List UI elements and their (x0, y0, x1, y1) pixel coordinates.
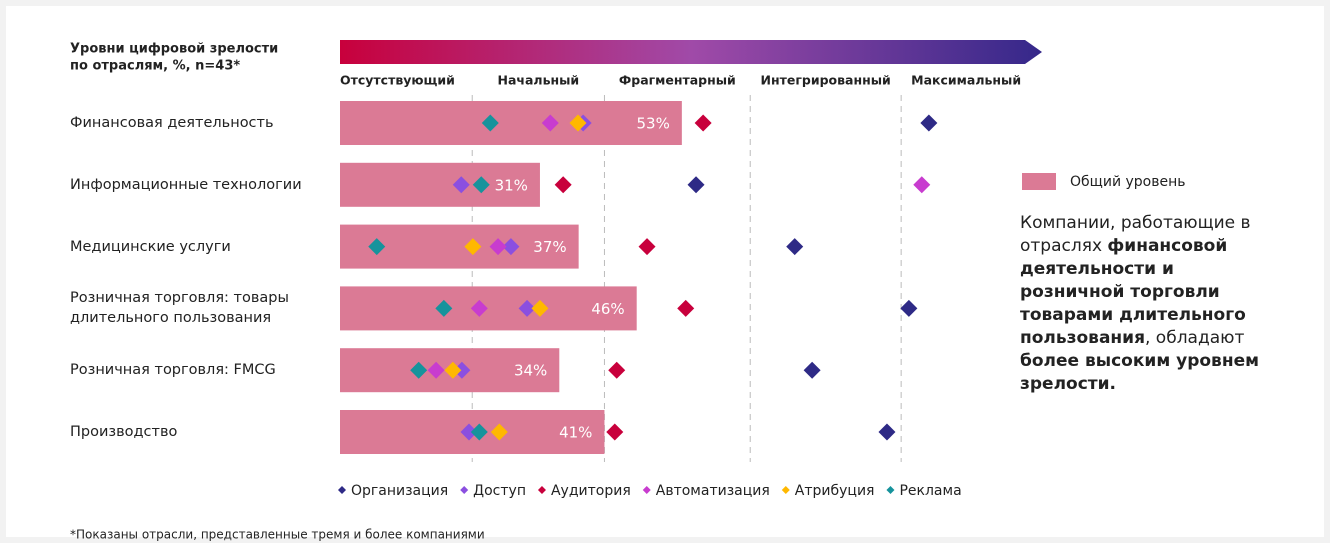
category-label-box: Розничная торговля: FMCG (70, 362, 276, 379)
diamond-marker (453, 361, 471, 379)
footnote: *Показаны отрасли, представленные тремя … (70, 528, 485, 542)
level-label: Максимальный (911, 73, 1021, 88)
category-label-box: Информационные технологии (70, 176, 302, 193)
bar (340, 286, 637, 331)
diamond-marker (677, 299, 695, 317)
diamond-marker (444, 361, 462, 379)
legend-label: Реклама (899, 483, 961, 499)
diamond-marker (490, 423, 508, 441)
legend-label: Автоматизация (656, 483, 770, 499)
bar-value-label: 31% (495, 176, 528, 194)
bar-value-label: 34% (514, 362, 547, 380)
legend-label: Атрибуция (795, 483, 875, 499)
diamond-marker (470, 423, 488, 441)
diamond-marker (518, 299, 536, 317)
level-label: Отсутствующий (340, 73, 455, 88)
level-label: Начальный (498, 73, 580, 88)
title: по отраслям, %, n=43* (70, 59, 240, 74)
legend-label: Аудитория (551, 483, 631, 499)
diamond-marker (541, 114, 559, 132)
bar-value-label: 53% (637, 115, 670, 133)
category-label-box: Производство (70, 424, 178, 440)
annotation-text: финансовой деятельности и розничной торг… (1020, 236, 1246, 348)
diamond-marker (464, 238, 482, 256)
category-label-box: Финансовая деятельность (70, 115, 274, 131)
diamond-marker (803, 361, 821, 379)
diamond-marker (900, 299, 918, 317)
diamond-marker (470, 299, 488, 317)
category-label: Розничная торговля: FMCG (70, 362, 276, 379)
diamond-marker (472, 176, 490, 194)
legend-marker (886, 486, 895, 494)
diamond-marker (531, 299, 549, 317)
category-label: Информационные технологии (70, 176, 302, 193)
bar-value-label: 46% (591, 300, 624, 318)
diamond-marker (452, 176, 470, 194)
legend-label: Организация (351, 483, 448, 499)
level-label: Фрагментарный (619, 73, 736, 88)
diamond-marker (687, 176, 705, 194)
legend-swatch (1022, 173, 1056, 190)
bar (340, 101, 682, 145)
bar-value-label: 37% (533, 238, 566, 256)
legend-marker (537, 486, 546, 494)
card (6, 6, 1324, 537)
diamond-marker (878, 423, 896, 441)
diamond-marker (786, 238, 804, 256)
diamond-marker (502, 238, 520, 256)
legend-marker (460, 486, 469, 494)
title: Уровни цифровой зрелости (70, 42, 278, 57)
category-label: Финансовая деятельность (70, 115, 274, 131)
diamond-marker (460, 423, 478, 441)
annotation-box: Компании, работающие в отраслях финансов… (1020, 213, 1259, 394)
legend-marker (338, 486, 346, 494)
diamond-marker (489, 238, 507, 256)
diamond-marker (638, 238, 656, 256)
scale-arrow (340, 40, 1042, 64)
annotation-text: Компании, работающие в отраслях (1020, 213, 1251, 256)
level-label: Интегрированный (761, 73, 891, 88)
diamond-marker (410, 361, 428, 379)
category-label: Производство (70, 424, 178, 440)
diamond-marker (427, 361, 445, 379)
diamond-marker (606, 423, 624, 441)
diamond-marker (435, 299, 453, 317)
legend-label: Общий уровень (1070, 174, 1186, 190)
diamond-marker (481, 114, 499, 132)
diamond-marker (569, 114, 587, 132)
diamond-marker (694, 114, 712, 132)
diamond-marker (913, 176, 931, 194)
category-label: Медицинские услуги (70, 238, 231, 255)
diamond-marker (608, 361, 626, 379)
category-label-box: Розничная торговля: товары длительного п… (70, 290, 289, 327)
bar-value-label: 41% (559, 424, 592, 442)
diamond-marker (920, 114, 938, 132)
bar (340, 162, 540, 207)
legend-marker (642, 486, 651, 494)
legend-marker (781, 486, 790, 494)
category-label: Розничная торговля: товары длительного п… (70, 290, 289, 327)
legend-label: Доступ (473, 483, 526, 499)
annotation-text: , обладают (1145, 328, 1245, 348)
annotation-text: более высоким уровнем зрелости. (1020, 351, 1259, 394)
diamond-marker (554, 176, 572, 194)
diamond-marker (368, 238, 386, 256)
category-label-box: Медицинские услуги (70, 238, 231, 255)
